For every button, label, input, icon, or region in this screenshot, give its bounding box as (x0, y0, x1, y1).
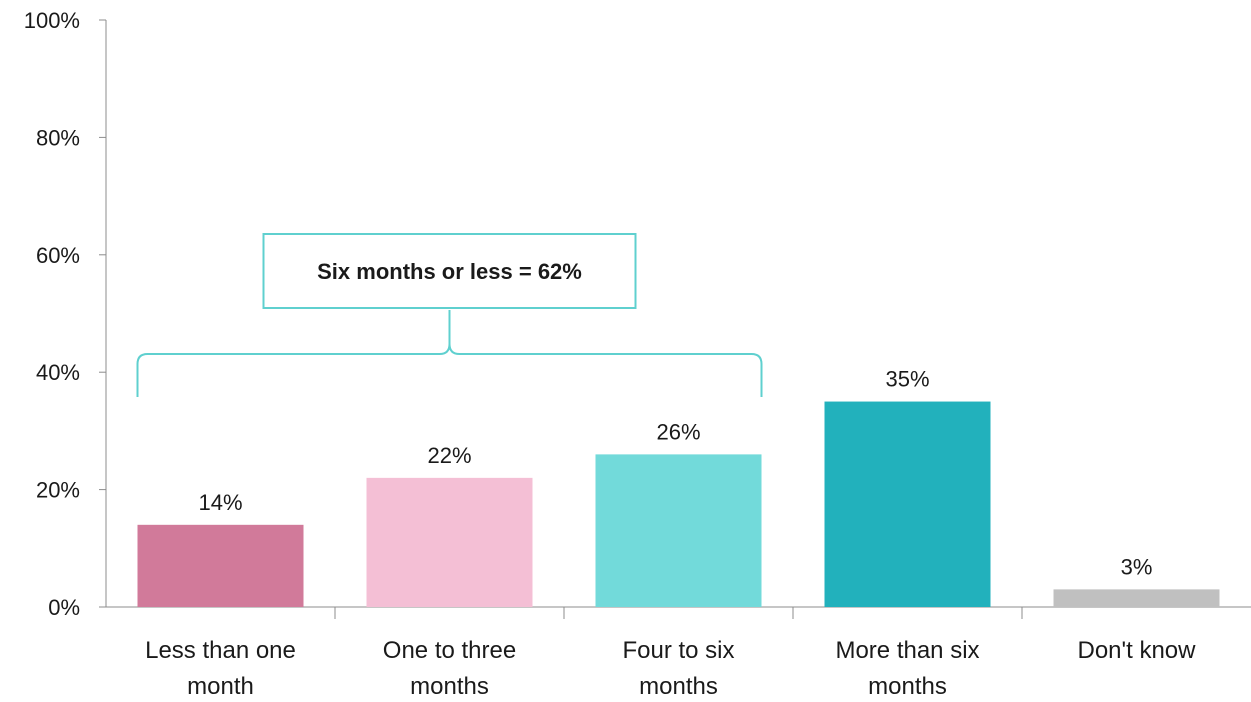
y-tick-label: 40% (36, 360, 80, 385)
y-tick-label: 100% (24, 8, 80, 33)
callout-text: Six months or less = 62% (317, 259, 582, 284)
bar (1053, 589, 1220, 607)
bars: 14% Less than one month 22% One to three mont… (137, 367, 1220, 700)
callout-brace (136, 310, 763, 397)
bar (824, 401, 991, 607)
bar (595, 454, 762, 607)
y-tick-label: 0% (48, 595, 80, 620)
callout-annotation: Six months or less = 62% (136, 233, 763, 397)
y-tick-label: 80% (36, 125, 80, 150)
data-label: 22% (427, 443, 471, 468)
category-label: months (410, 673, 489, 700)
category-label: More than six (835, 637, 979, 664)
category-label: Don't know (1078, 637, 1197, 664)
data-label: 26% (656, 419, 700, 444)
callout-box (262, 233, 637, 309)
category-label: Less than one (145, 637, 296, 664)
category-label: months (639, 673, 718, 700)
category-label: month (187, 673, 254, 700)
data-label: 14% (198, 490, 242, 515)
data-label: 3% (1121, 554, 1153, 579)
category-label: One to three (383, 637, 516, 664)
category-label: months (868, 673, 947, 700)
category-label: Four to six (622, 637, 734, 664)
y-tick-label: 60% (36, 243, 80, 268)
data-label: 35% (885, 367, 929, 392)
y-tick-label: 20% (36, 478, 80, 503)
bar (366, 477, 533, 607)
bar (137, 524, 304, 607)
